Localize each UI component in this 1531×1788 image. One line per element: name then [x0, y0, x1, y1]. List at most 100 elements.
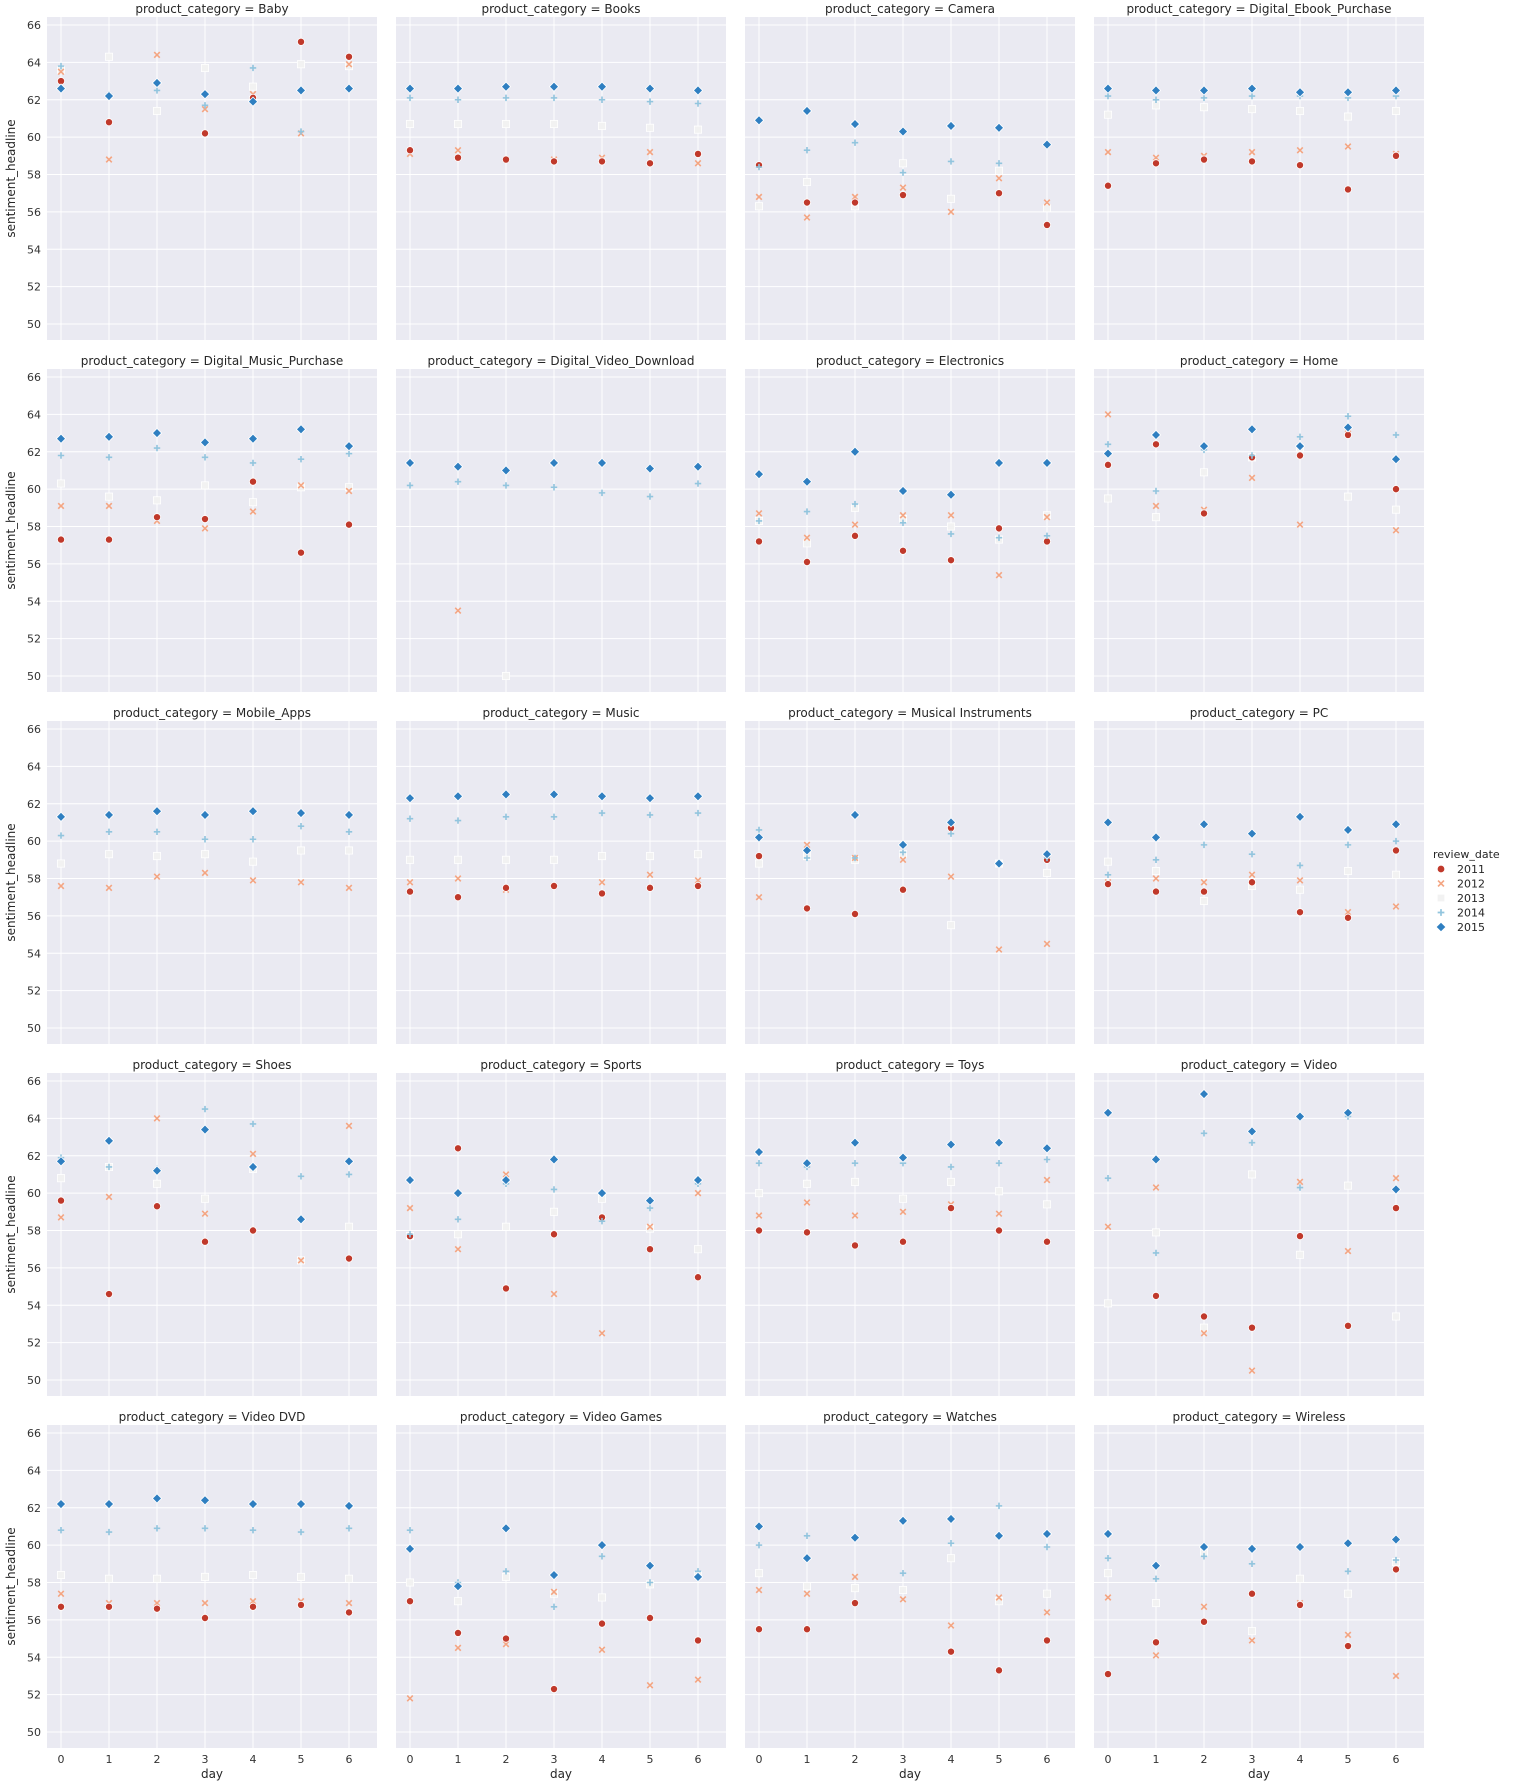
data-point: [1296, 106, 1305, 115]
data-point: [1342, 824, 1354, 836]
data-point: [550, 1186, 558, 1193]
y-tick-label: 50: [27, 1374, 41, 1387]
y-tick-label: 64: [27, 56, 41, 69]
data-point: [947, 873, 955, 880]
data-point: [849, 446, 861, 457]
data-point: [1104, 880, 1113, 889]
data-point: [995, 534, 1003, 541]
data-point: [897, 485, 909, 497]
y-tick-label: 52: [27, 1689, 41, 1702]
data-point: [1152, 1228, 1161, 1237]
panel-background: [47, 17, 377, 340]
x-tick-label: 1: [106, 1753, 113, 1766]
data-point: [1200, 1553, 1208, 1560]
data-point: [995, 1187, 1004, 1196]
data-point: [694, 1636, 703, 1645]
data-point: [1392, 505, 1401, 514]
data-point: [1342, 1538, 1354, 1549]
y-tick-label: 50: [27, 318, 41, 331]
data-point: [1152, 887, 1161, 896]
data-point: [694, 881, 703, 890]
data-point: [200, 129, 209, 138]
data-point: [1200, 1603, 1208, 1611]
data-point: [1152, 487, 1160, 495]
data-point: [1150, 429, 1162, 441]
data-point: [899, 546, 908, 555]
data-point: [1150, 1560, 1162, 1571]
facet-panel: product_category = Musical Instruments: [745, 706, 1075, 1044]
data-point: [296, 548, 305, 557]
data-point: [500, 1523, 512, 1534]
data-point: [644, 463, 656, 474]
facet-title: product_category = Watches: [823, 1410, 997, 1424]
data-point: [344, 62, 353, 71]
y-tick-label: 66: [27, 1427, 41, 1440]
x-tick-label: 6: [1044, 1753, 1051, 1766]
data-point: [1392, 1204, 1401, 1213]
data-point: [899, 1237, 908, 1246]
data-point: [753, 469, 765, 480]
facet-panel: product_category = Books: [396, 2, 726, 340]
data-point: [1152, 1291, 1161, 1300]
data-point: [152, 1179, 161, 1188]
data-point: [803, 558, 812, 567]
data-point: [1152, 1575, 1160, 1582]
data-point: [851, 910, 860, 919]
data-point: [105, 850, 114, 859]
data-point: [995, 1160, 1003, 1167]
y-tick-label: 60: [27, 1539, 41, 1552]
data-point: [803, 198, 812, 207]
data-point: [995, 1502, 1003, 1510]
legend-marker: [1437, 909, 1445, 916]
data-point: [454, 1216, 462, 1223]
data-point: [1043, 1636, 1052, 1645]
data-point: [753, 832, 765, 843]
data-point: [598, 1646, 606, 1654]
data-point: [1296, 161, 1305, 170]
data-point: [453, 1144, 462, 1153]
facet-panel: product_category = Toys: [745, 1058, 1075, 1396]
data-point: [550, 1589, 559, 1598]
data-point: [105, 1290, 114, 1299]
x-tick-label: 4: [1297, 1753, 1304, 1766]
facet-panel: product_category = Digital_Music_Purchas…: [4, 354, 377, 692]
data-point: [345, 1525, 353, 1532]
y-tick-label: 56: [27, 558, 41, 571]
facet-panel: product_category = PC: [1094, 706, 1424, 1044]
data-point: [755, 1541, 763, 1549]
data-point: [1344, 492, 1353, 501]
data-point: [452, 1581, 464, 1592]
data-point: [1392, 903, 1400, 910]
data-point: [1043, 1200, 1052, 1209]
data-point: [57, 1590, 65, 1598]
facet-panel: product_category = Baby 50 52 54 56 58 60 62 64 6…: [4, 2, 377, 340]
data-point: [1104, 857, 1113, 866]
data-point: [1200, 1329, 1208, 1337]
data-point: [453, 1628, 462, 1637]
data-point: [1043, 1543, 1051, 1551]
data-point: [851, 198, 860, 207]
y-tick-label: 58: [27, 1225, 41, 1238]
data-point: [501, 1634, 510, 1643]
data-point: [297, 878, 305, 886]
data-point: [249, 1597, 257, 1605]
data-point: [153, 873, 161, 880]
data-point: [500, 1174, 512, 1186]
facet-panel: product_category = Camera: [745, 2, 1075, 340]
data-point: [1248, 1560, 1256, 1568]
data-point: [151, 806, 163, 817]
data-point: [201, 102, 209, 109]
data-point: [454, 817, 462, 824]
data-point: [755, 163, 763, 171]
data-point: [103, 809, 115, 821]
data-point: [1390, 85, 1402, 96]
data-point: [1296, 521, 1304, 528]
data-point: [1152, 440, 1161, 449]
x-tick-label: 1: [455, 1753, 462, 1766]
data-point: [1344, 1568, 1352, 1575]
facet-title: product_category = Video: [1181, 1058, 1338, 1072]
data-point: [1200, 509, 1209, 518]
data-point: [1200, 1312, 1209, 1321]
y-tick-label: 54: [27, 1651, 41, 1664]
data-point: [1344, 143, 1352, 150]
